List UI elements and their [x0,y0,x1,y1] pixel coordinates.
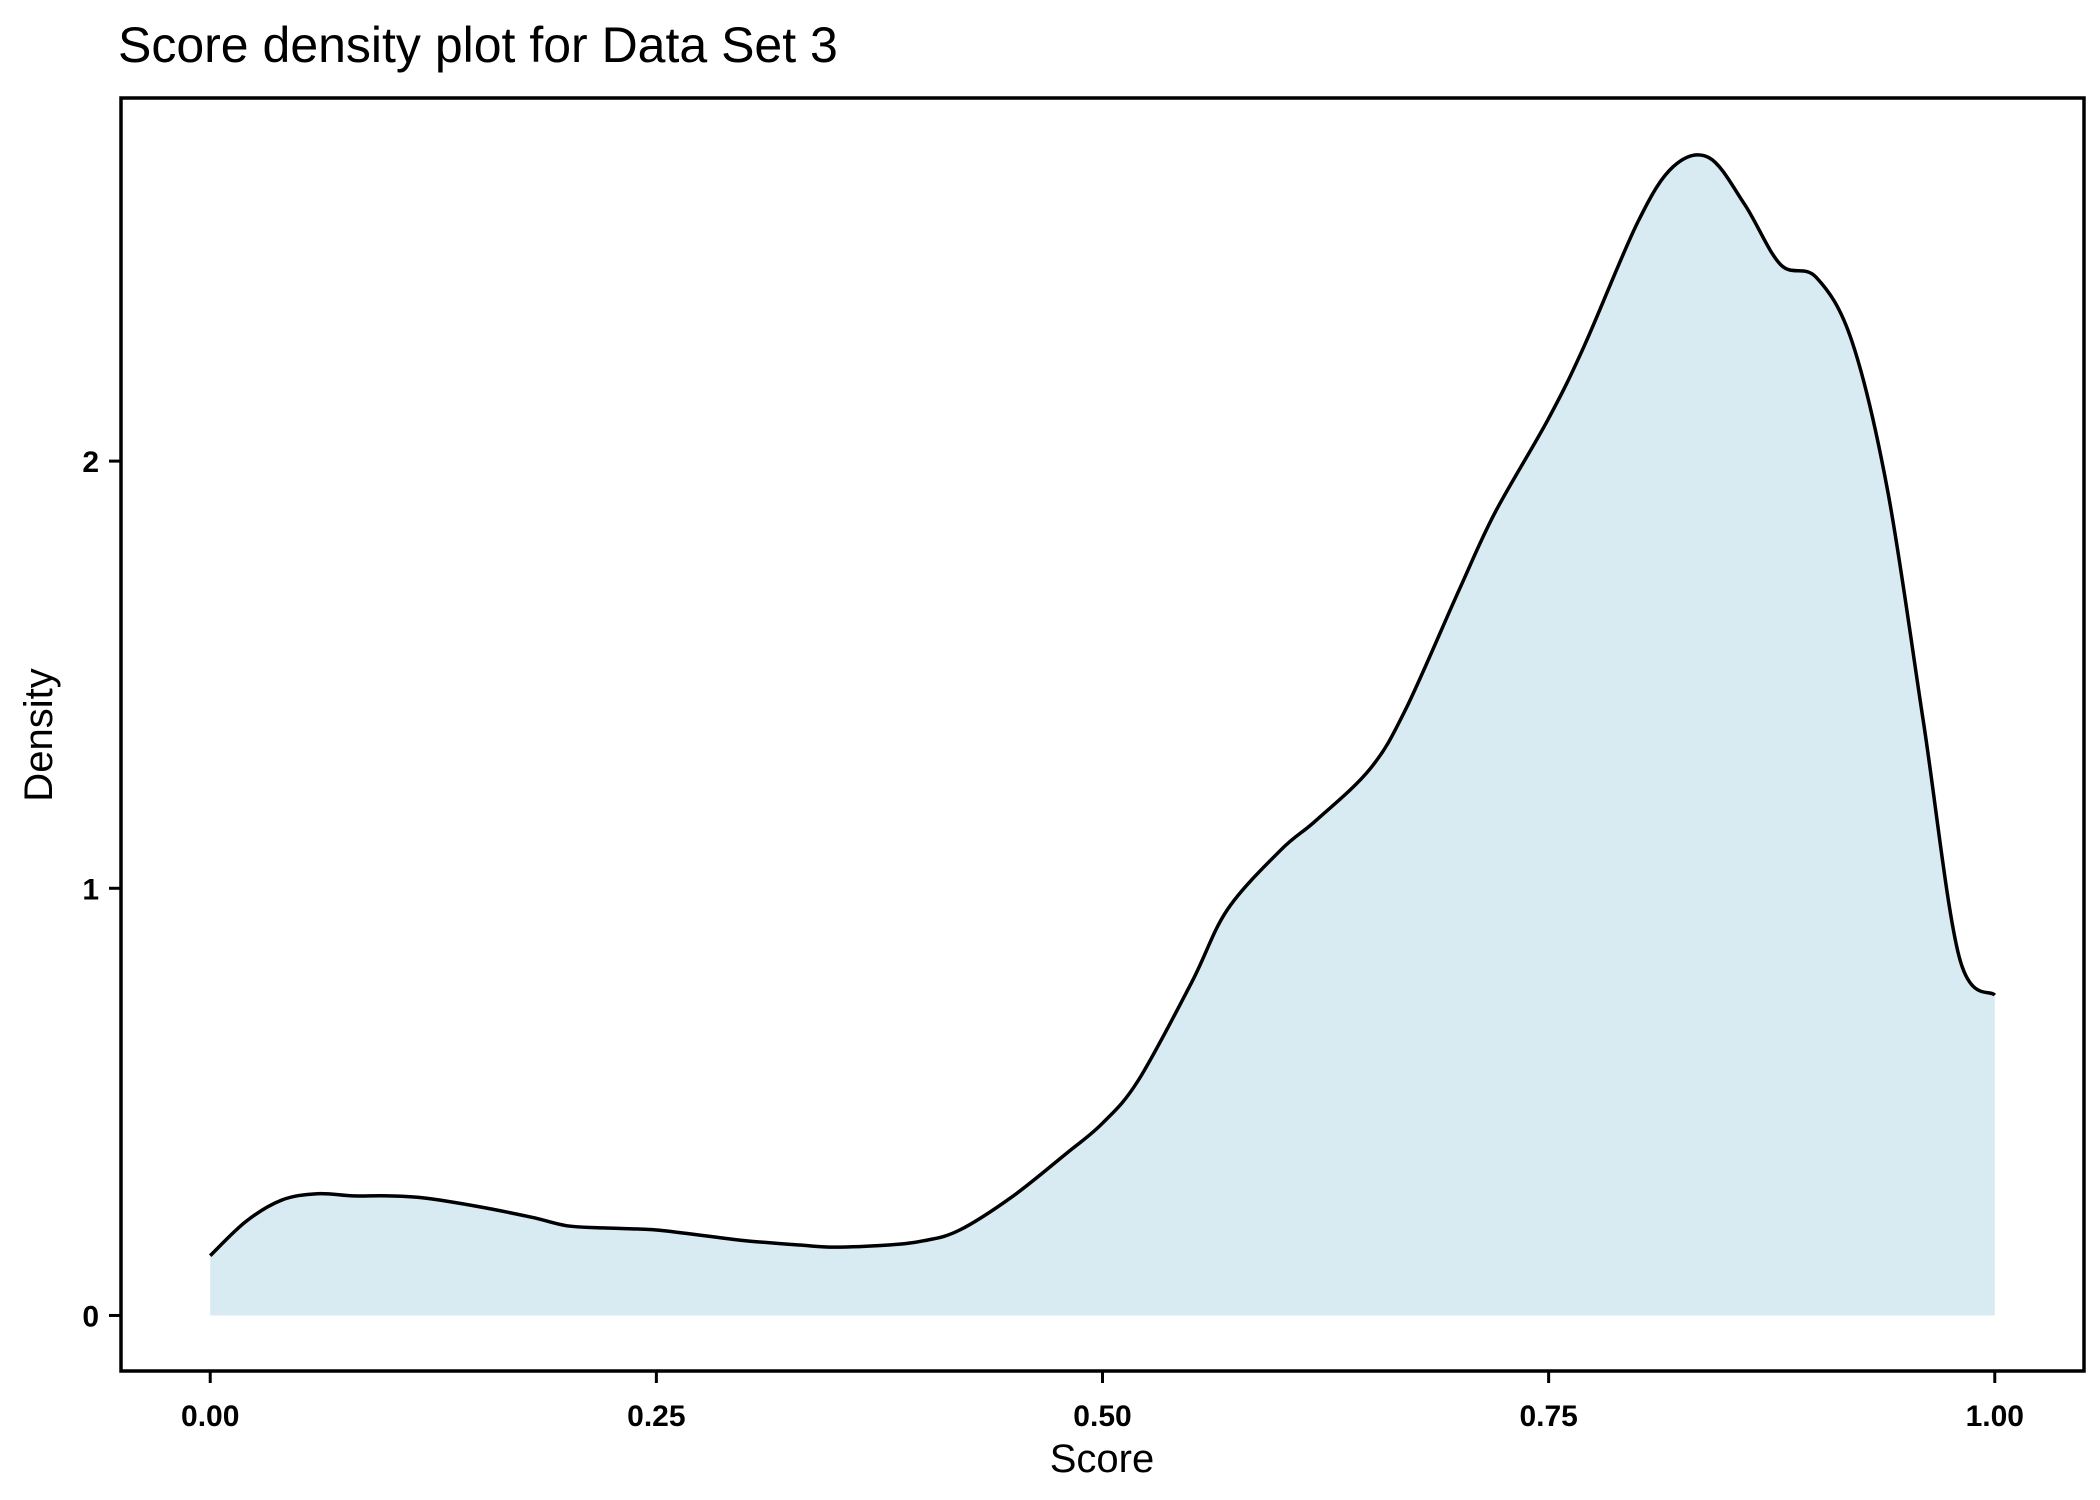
x-tick-label: 0.00 [181,1400,239,1433]
plot-area [208,153,1997,1316]
density-area-fill [210,154,1995,1316]
x-tick-label: 0.75 [1519,1400,1577,1433]
y-axis: 0 1 2 [82,446,121,1333]
density-curve [208,153,1997,1257]
y-tick-label: 1 [82,873,99,906]
y-tick-label: 2 [82,446,99,479]
x-tick-label: 0.25 [627,1400,685,1433]
x-axis-label: Score [1050,1437,1155,1481]
x-tick-label: 0.50 [1073,1400,1131,1433]
chart-title: Score density plot for Data Set 3 [118,17,838,73]
y-tick-label: 0 [82,1300,99,1333]
x-tick-label: 1.00 [1966,1400,2024,1433]
y-axis-label: Density [17,668,61,801]
x-axis: 0.00 0.25 0.50 0.75 1.00 [181,1371,2024,1433]
